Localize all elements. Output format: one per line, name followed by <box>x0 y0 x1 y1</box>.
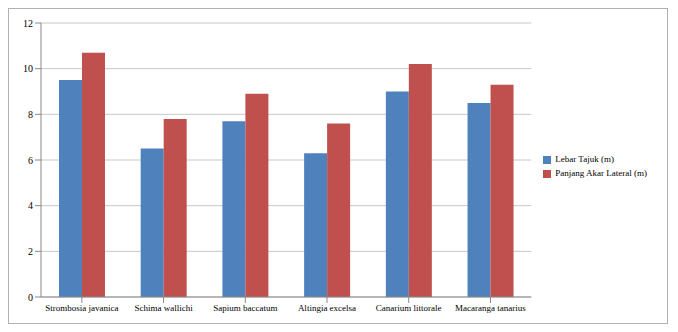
svg-text:Strombosia javanica: Strombosia javanica <box>45 303 118 313</box>
svg-text:Altingia excelsa: Altingia excelsa <box>298 303 356 313</box>
svg-text:4: 4 <box>28 200 33 211</box>
svg-text:0: 0 <box>28 292 33 303</box>
svg-text:6: 6 <box>28 155 33 166</box>
svg-text:Schima wallichi: Schima wallichi <box>134 303 193 313</box>
svg-text:Macaranga tanarius: Macaranga tanarius <box>455 303 526 313</box>
html-text:Lebar Tajuk (m): Lebar Tajuk (m) <box>555 154 614 164</box>
svg-text:12: 12 <box>23 18 33 29</box>
svg-text:Sapium baccatum: Sapium baccatum <box>213 303 277 313</box>
svg-text:Canarium littorale: Canarium littorale <box>376 303 442 313</box>
svg-text:8: 8 <box>28 109 33 120</box>
svg-text:2: 2 <box>28 246 33 257</box>
svg-text:10: 10 <box>23 63 33 74</box>
html-text:Panjang Akar Lateral (m): Panjang Akar Lateral (m) <box>555 168 647 178</box>
